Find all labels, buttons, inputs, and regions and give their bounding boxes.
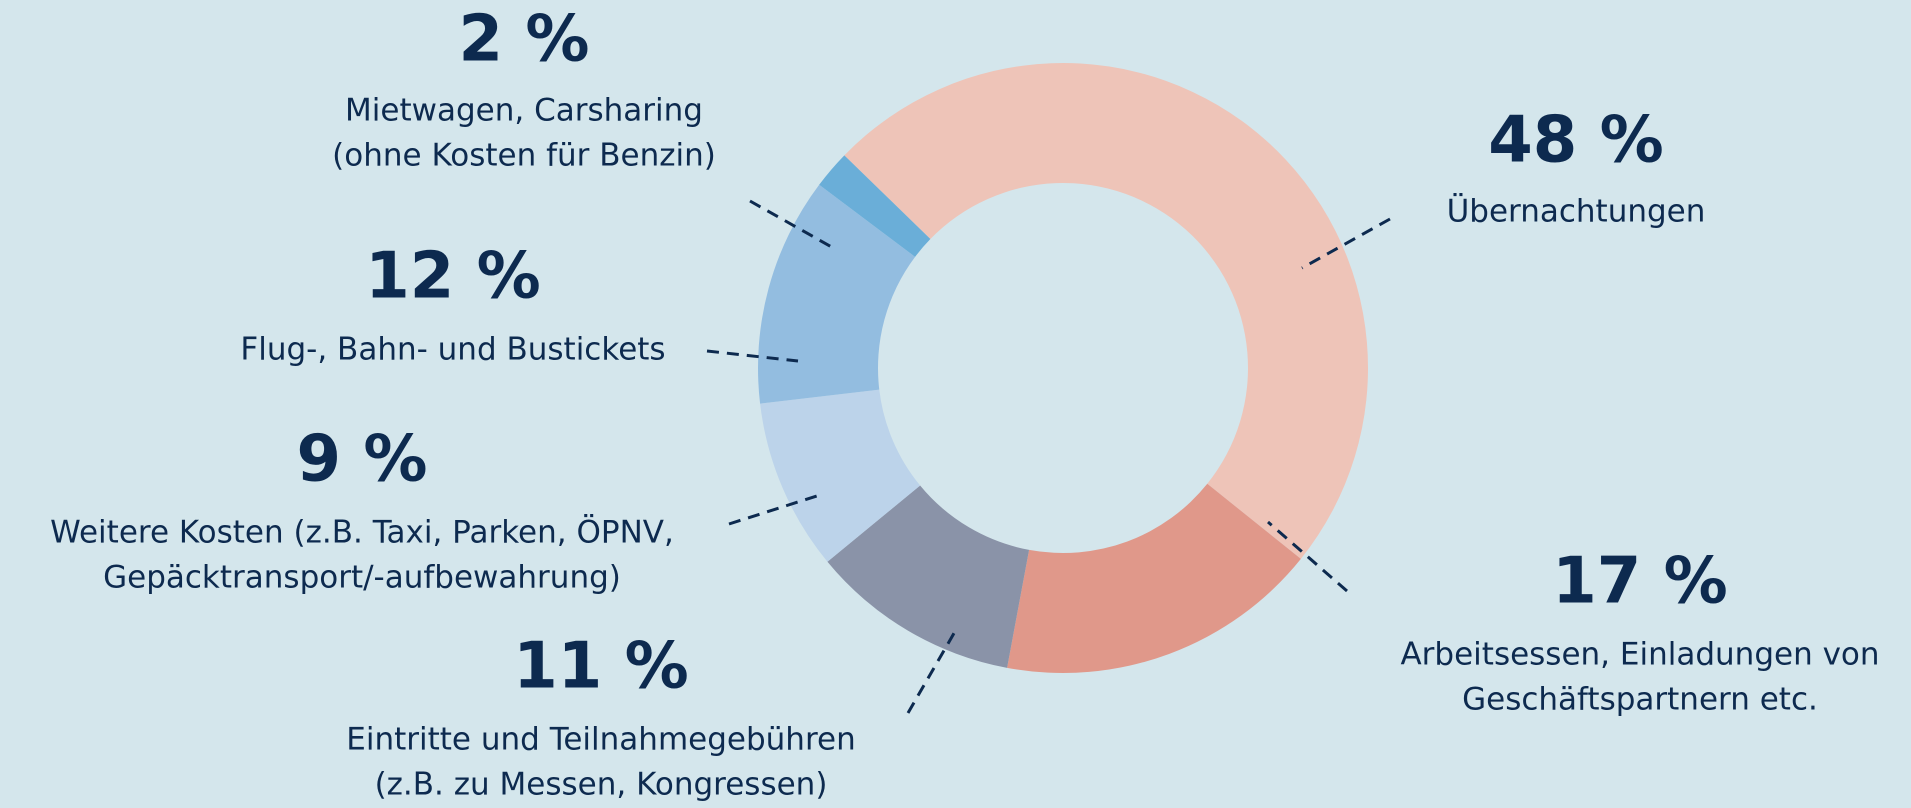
slice-label: (ohne Kosten für Benzin) bbox=[332, 138, 716, 174]
donut-slice bbox=[819, 155, 931, 257]
percent-label: 17 % bbox=[1552, 545, 1727, 619]
percent-label: 12 % bbox=[365, 240, 540, 314]
leader-line bbox=[749, 199, 838, 252]
slice-label: Flug-, Bahn- und Bustickets bbox=[240, 332, 665, 368]
slice-label: Geschäftspartnern etc. bbox=[1462, 682, 1818, 718]
slice-label: Gepäcktransport/-aufbewahrung) bbox=[103, 560, 621, 596]
slice-label: (z.B. zu Messen, Kongressen) bbox=[375, 767, 828, 803]
leader-line bbox=[1301, 217, 1391, 270]
donut-slice bbox=[760, 389, 921, 562]
slice-label: Übernachtungen bbox=[1447, 193, 1706, 230]
leader-line bbox=[706, 349, 799, 363]
donut-slice bbox=[844, 62, 1368, 559]
percent-label: 11 % bbox=[513, 630, 688, 704]
percent-label: 9 % bbox=[297, 423, 428, 497]
donut-slice bbox=[758, 184, 916, 404]
percent-label: 48 % bbox=[1488, 104, 1663, 178]
slice-label: Mietwagen, Carsharing bbox=[345, 93, 703, 129]
leader-line bbox=[906, 627, 959, 714]
donut-slice bbox=[827, 485, 1030, 668]
percent-label: 2 % bbox=[459, 3, 590, 77]
leader-line bbox=[1267, 520, 1348, 593]
leader-line bbox=[728, 492, 824, 526]
donut-slice bbox=[1007, 483, 1301, 674]
slice-label: Arbeitsessen, Einladungen von bbox=[1400, 637, 1879, 673]
slice-label: Eintritte und Teilnahmegebühren bbox=[346, 722, 855, 758]
slice-label: Weitere Kosten (z.B. Taxi, Parken, ÖPNV, bbox=[50, 514, 674, 551]
